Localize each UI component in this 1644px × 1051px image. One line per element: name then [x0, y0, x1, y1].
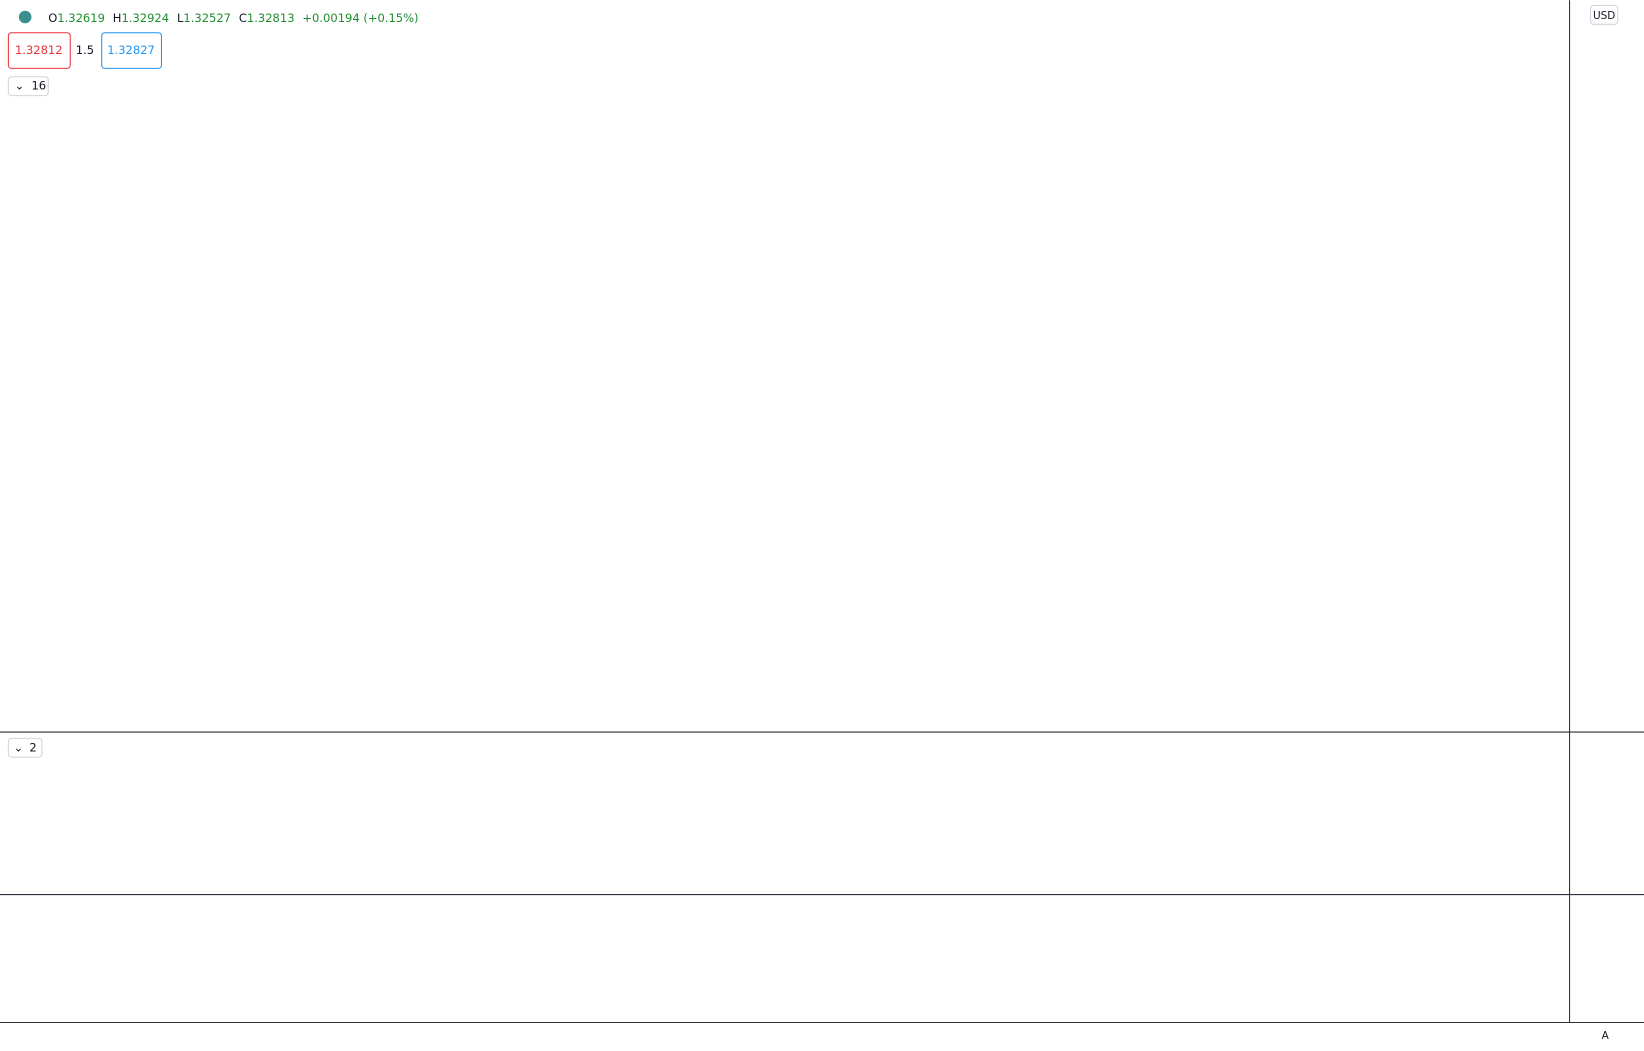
ask-price: 1.32827: [107, 43, 155, 57]
change: +0.00194 (+0.15%): [302, 11, 418, 25]
ohlc-value: 1.32924: [121, 11, 169, 25]
indicators-toggle[interactable]: [7, 76, 49, 97]
ohlc-key: L: [177, 11, 184, 25]
bid-price: 1.32812: [15, 43, 63, 57]
ohlc-key: O: [48, 11, 57, 25]
legend-header: O1.32619 H1.32924 L1.32527 C1.32813 +0.0…: [7, 4, 1619, 1042]
bid-button[interactable]: [7, 32, 71, 69]
ohlc: O1.32619 H1.32924 L1.32527 C1.32813 +0.0…: [48, 11, 418, 25]
spread: 1.5: [76, 43, 94, 57]
ohlc-value: 1.32619: [57, 11, 105, 25]
ohlc-value: 1.32813: [247, 11, 295, 25]
chevron: ⌄: [15, 79, 25, 93]
indicators-toggle[interactable]: [7, 737, 43, 758]
ohlc-value: 1.32527: [183, 11, 231, 25]
indicator-count: 2: [29, 740, 36, 754]
ask-button[interactable]: [101, 32, 162, 69]
chevron: ⌄: [14, 740, 24, 754]
currency: USD: [1593, 10, 1615, 22]
ohlc-key: C: [239, 11, 247, 25]
auto-scale-button[interactable]: A: [1602, 1030, 1610, 1042]
ohlc-key: H: [113, 11, 122, 25]
currency-button[interactable]: [1590, 4, 1619, 25]
symbol-icon[interactable]: [18, 10, 32, 24]
indicator-count: 16: [31, 79, 46, 93]
